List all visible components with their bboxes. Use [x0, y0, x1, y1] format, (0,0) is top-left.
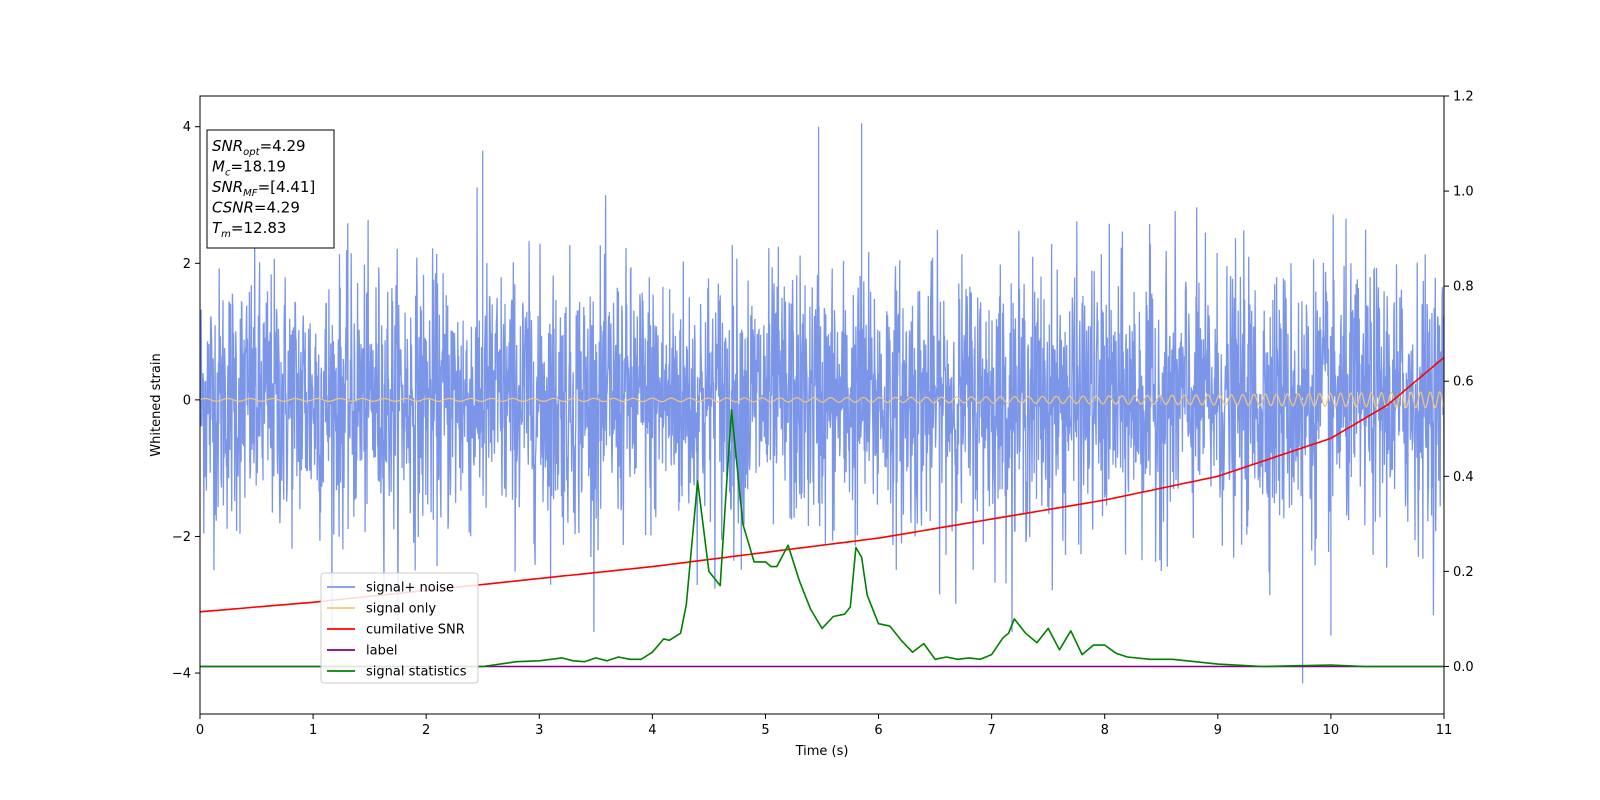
x-tick-label: 10	[1323, 723, 1340, 738]
annotation-line: CSNR=4.29	[212, 199, 300, 217]
y-axis-label: Whitened strain	[149, 353, 164, 456]
y-tick-label: 2	[183, 257, 191, 272]
x-tick-label: 3	[535, 723, 543, 738]
series-signal-only	[200, 390, 1444, 409]
plot-frame	[199, 95, 1445, 715]
x-tick-label: 0	[196, 723, 204, 738]
y-axis-right: 0.0 0.2 0.4 0.6 0.8 1.0 1.2	[1444, 90, 1474, 675]
y-tick-label: 4	[183, 120, 191, 135]
legend-label: signal statistics	[366, 665, 467, 680]
x-tick-label: 4	[648, 723, 656, 738]
annotation-line: SNRMF=[4.41]	[212, 178, 315, 199]
x-tick-label: 1	[309, 723, 317, 738]
x-tick-label: 6	[874, 723, 882, 738]
y-tick-label: −4	[172, 667, 191, 682]
annotation-box: SNRopt=4.29Mc=18.19SNRMF=[4.41]CSNR=4.29…	[206, 129, 335, 249]
legend: signal+ noise signal only cumilative SNR la…	[320, 572, 479, 684]
y2-tick-label: 0.2	[1453, 565, 1474, 580]
annotation-line: Tm=12.83	[212, 219, 286, 240]
y2-tick-label: 0.6	[1453, 375, 1474, 390]
x-tick-label: 7	[987, 723, 995, 738]
y2-tick-label: 1.2	[1453, 90, 1474, 105]
legend-label: label	[366, 644, 397, 659]
series-signal-statistics	[200, 409, 1444, 668]
x-tick-label: 5	[761, 723, 769, 738]
y2-tick-label: 1.0	[1453, 185, 1474, 200]
series-signal-noise	[200, 123, 1444, 684]
y2-tick-label: 0.8	[1453, 280, 1474, 295]
legend-label: cumilative SNR	[366, 623, 465, 638]
y2-tick-label: 0.4	[1453, 470, 1474, 485]
annotation-line: SNRopt=4.29	[212, 137, 306, 158]
x-tick-label: 2	[422, 723, 430, 738]
x-axis-label: Time (s)	[795, 744, 849, 759]
y-tick-label: −2	[172, 530, 191, 545]
x-tick-label: 11	[1436, 723, 1453, 738]
x-axis: 0 1 2 3 4 5 6 7 8 9 10 11	[196, 714, 1452, 738]
legend-frame	[320, 572, 479, 684]
legend-label: signal+ noise	[366, 581, 454, 596]
y-axis-left: −4 −2 0 2 4	[172, 120, 200, 682]
x-tick-label: 8	[1101, 723, 1109, 738]
annotation-box-frame	[206, 129, 335, 249]
y-tick-label: 0	[183, 393, 191, 408]
x-tick-label: 9	[1214, 723, 1222, 738]
legend-label: signal only	[366, 602, 436, 617]
y2-tick-label: 0.0	[1453, 660, 1474, 675]
annotation-line: Mc=18.19	[212, 158, 286, 179]
